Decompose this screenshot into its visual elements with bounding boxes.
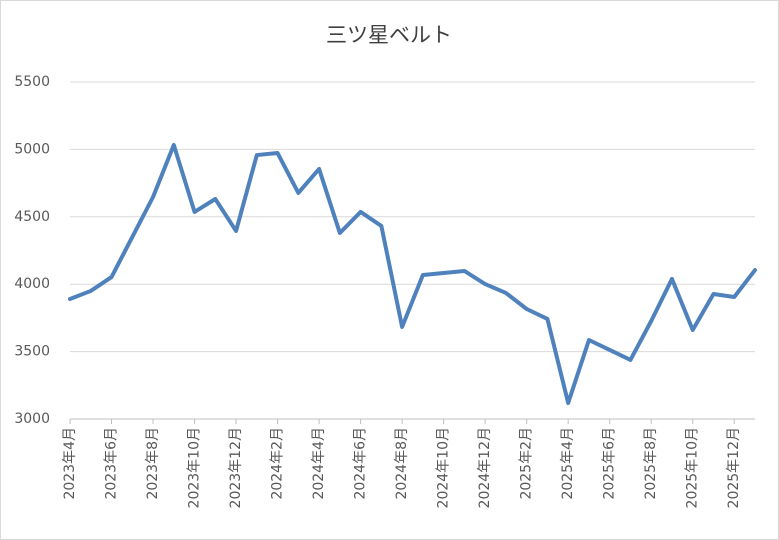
- x-tick-label: 2024年4月: [311, 427, 327, 500]
- x-tick-label: 2024年2月: [270, 427, 286, 500]
- x-tick-label: 2023年8月: [145, 427, 161, 500]
- x-tick-label: 2024年6月: [353, 427, 369, 500]
- y-tick-label: 3000: [14, 411, 50, 427]
- x-tick-label: 2024年10月: [436, 427, 452, 508]
- x-tick-label: 2025年8月: [643, 427, 659, 500]
- x-tick-label: 2025年4月: [560, 427, 576, 500]
- x-tick-label: 2025年2月: [519, 427, 535, 500]
- x-tick-label: 2024年8月: [394, 427, 410, 500]
- y-tick-label: 4000: [14, 276, 50, 292]
- y-tick-label: 3500: [14, 344, 50, 360]
- x-tick-label: 2023年10月: [187, 427, 203, 508]
- x-tick-label: 2023年4月: [62, 427, 78, 500]
- y-tick-label: 5000: [14, 141, 50, 157]
- data-line: [68, 142, 757, 405]
- x-tick-label: 2025年10月: [685, 427, 701, 508]
- x-tick-label: 2025年12月: [726, 427, 742, 508]
- x-tick-label: 2023年12月: [228, 427, 244, 508]
- x-tick-label: 2024年12月: [477, 427, 493, 508]
- chart-title: 三ツ星ベルト: [326, 23, 452, 47]
- y-tick-label: 5500: [14, 74, 50, 90]
- x-tick-label: 2025年6月: [602, 427, 618, 500]
- y-tick-label: 4500: [14, 209, 50, 225]
- x-tick-label: 2023年6月: [104, 427, 120, 500]
